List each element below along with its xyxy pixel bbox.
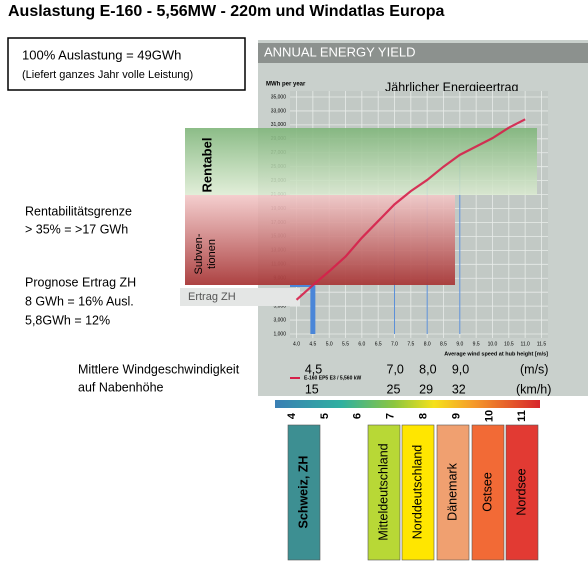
speed-label: 9,0 (452, 362, 469, 376)
kmh-label: 32 (452, 382, 466, 396)
chart-header (258, 43, 588, 63)
x-tick-label: 10.0 (488, 341, 498, 347)
zone-label: Rentabel (199, 138, 214, 193)
annotation: 5,8GWh = 12% (25, 313, 110, 327)
x-tick-label: 5.5 (342, 341, 349, 347)
x-tick-label: 9.5 (473, 341, 480, 347)
y-tick-label: 5,000 (273, 303, 286, 309)
overlays: Rentabel Subven- tionen Ertrag ZH (180, 128, 537, 306)
x-tick-label: 7.5 (407, 341, 414, 347)
x-tick-label: 4.5 (309, 341, 316, 347)
region-label: Dänemark (445, 462, 459, 520)
unit: (m/s) (520, 362, 548, 376)
yield-box (180, 288, 300, 306)
note: 100% Auslastung = 49GWh (22, 47, 181, 62)
scale-label: 8 (418, 413, 430, 419)
scale-label: 5 (319, 413, 331, 419)
region-column (401, 424, 435, 561)
region-column (287, 424, 321, 561)
y-tick-label: 1,000 (273, 331, 286, 337)
subsidy-zone (185, 195, 455, 285)
x-tick-label: 4.0 (293, 341, 300, 347)
speed-label: 8,0 (419, 362, 436, 376)
extras: 4 5 6 7 8 9 10 11 Schweiz, ZH Mitteldeutschland No… (286, 410, 539, 561)
wind-label: auf Nabenhöhe (78, 380, 164, 394)
region-column (505, 424, 539, 561)
zone-label: Subven- (193, 233, 205, 274)
unit: (km/h) (516, 382, 551, 396)
x-axis-label: Average wind speed at hub height [m/s] (444, 351, 548, 357)
chart-subtitle: Jährlicher Energieertrag (385, 80, 518, 94)
annotation: Prognose Ertrag ZH (25, 275, 136, 289)
region-label: Nordsee (514, 468, 528, 515)
region-column (436, 424, 470, 561)
region-column (471, 424, 505, 561)
x-tick-label: 10.5 (504, 341, 514, 347)
annotation: 8 GWh = 16% Ausl. (25, 294, 134, 308)
legend-label: E-160 EP5 E3 / 5,560 kW (304, 375, 362, 381)
x-tick-label: 9.0 (456, 341, 463, 347)
speed-label: 7,0 (387, 362, 404, 376)
x-tick-label: 5.0 (326, 341, 333, 347)
scale-label: 7 (385, 413, 397, 419)
y-axis-label: MWh per year (266, 82, 306, 88)
kmh-label: 25 (387, 382, 401, 396)
speed-label: 4,5 (305, 362, 322, 376)
note: (Liefert ganzes Jahr volle Leistung) (22, 69, 193, 81)
profit-zone (185, 128, 537, 195)
x-tick-label: 6.5 (375, 341, 382, 347)
x-tick-label: 11.0 (520, 341, 530, 347)
y-tick-label: 31,000 (271, 122, 287, 128)
y-tick-label: 35,000 (271, 94, 287, 100)
annotation: > 35% = >17 GWh (25, 222, 128, 236)
x-tick-label: 7.0 (391, 341, 398, 347)
y-tick-label: 33,000 (271, 108, 287, 114)
x-tick-label: 11.5 (537, 341, 547, 347)
series-line (295, 118, 526, 301)
color-scale (275, 400, 540, 408)
region-column (367, 424, 401, 561)
x-tick-label: 6.0 (358, 341, 365, 347)
wind-label: Mittlere Windgeschwindigkeit (78, 362, 240, 376)
x-tick-label: 8.5 (440, 341, 447, 347)
scale-label: 4 (286, 412, 298, 419)
region-label: Mitteldeutschland (376, 443, 390, 540)
y-tick-label: 3,000 (273, 317, 286, 323)
scale-label: 6 (352, 413, 364, 419)
region-label: Norddeutschland (410, 445, 424, 540)
page-title: Auslastung E-160 - 5,56MW - 220m und Win… (8, 3, 444, 20)
region-label: Schweiz, ZH (296, 456, 310, 529)
scale-label: 9 (450, 413, 462, 419)
kmh-label: 15 (305, 382, 319, 396)
kmh-label: 29 (419, 382, 433, 396)
x-tick-label: 8.0 (424, 341, 431, 347)
annotation: Rentabilitätsgrenze (25, 204, 132, 218)
chart-title: ANNUAL ENERGY YIELD (264, 44, 415, 59)
region-label: Ostsee (480, 472, 494, 512)
scale-label: 11 (516, 410, 528, 422)
zone-label: tionen (206, 239, 218, 269)
yield-label: Ertrag ZH (188, 291, 236, 303)
note-box (7, 37, 246, 91)
scale-label: 10 (483, 410, 495, 422)
